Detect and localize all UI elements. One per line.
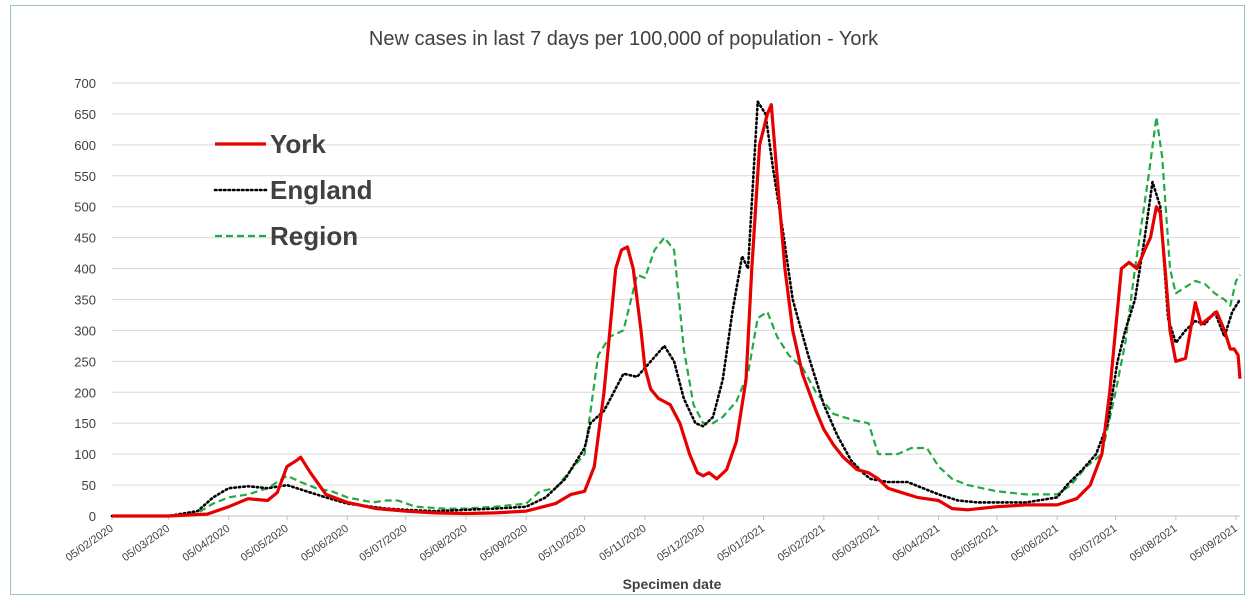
x-axis-ticks: 05/02/2020 05/03/2020 05/04/2020 05/05/2020…: [64, 516, 1240, 564]
x-tick-label: 05/05/2020: [239, 523, 291, 564]
y-tick-label: 100: [74, 447, 96, 462]
x-tick-label: 05/08/2021: [1128, 523, 1180, 564]
legend-label-england: England: [270, 175, 373, 205]
legend-label-region: Region: [270, 221, 358, 251]
y-tick-label: 600: [74, 138, 96, 153]
series-line-york: [112, 103, 1242, 518]
x-tick-label: 05/03/2020: [120, 523, 172, 564]
y-tick-label: 150: [74, 416, 96, 431]
chart-title: New cases in last 7 days per 100,000 of …: [368, 28, 879, 50]
x-tick-label: 05/08/2020: [418, 523, 470, 564]
series-line-region: [112, 115, 1241, 518]
x-tick-label: 05/09/2020: [478, 523, 530, 564]
x-tick-label: 05/09/2021: [1188, 523, 1240, 564]
x-tick-label: 05/07/2020: [357, 523, 409, 564]
x-tick-label: 05/02/2021: [776, 523, 828, 564]
y-tick-label: 350: [74, 293, 96, 308]
y-tick-label: 200: [74, 385, 96, 400]
x-tick-label: 05/07/2021: [1067, 523, 1119, 564]
series-lines: [110, 100, 1242, 518]
x-tick-label: 05/03/2021: [830, 523, 882, 564]
y-tick-label: 250: [74, 354, 96, 369]
x-tick-label: 05/10/2020: [536, 523, 588, 564]
y-tick-label: 300: [74, 323, 96, 338]
x-tick-label: 05/06/2021: [1009, 523, 1061, 564]
legend-label-york: York: [270, 129, 326, 159]
y-tick-label: 650: [74, 107, 96, 122]
y-tick-label: 50: [82, 478, 96, 493]
x-tick-label: 05/11/2020: [597, 523, 648, 564]
x-tick-label: 05/01/2021: [715, 523, 767, 564]
x-tick-label: 05/02/2020: [64, 523, 116, 564]
y-tick-label: 0: [89, 509, 96, 524]
x-tick-label: 05/06/2020: [299, 523, 351, 564]
x-tick-label: 05/04/2020: [180, 523, 232, 564]
x-tick-label: 05/04/2021: [890, 523, 942, 564]
y-tick-label: 700: [74, 76, 96, 91]
y-tick-label: 550: [74, 169, 96, 184]
y-tick-label: 400: [74, 262, 96, 277]
x-tick-label: 05/12/2020: [655, 523, 707, 564]
y-axis-ticks: 0 50 100 150 200 250 300 350 400 450 500 550 600 650 7…: [74, 76, 96, 524]
x-axis-label: Specimen date: [623, 576, 722, 592]
y-tick-label: 500: [74, 200, 96, 215]
legend: York England Region: [213, 129, 373, 251]
y-tick-label: 450: [74, 231, 96, 246]
x-tick-label: 05/05/2021: [949, 523, 1001, 564]
gridlines: [112, 82, 1240, 517]
